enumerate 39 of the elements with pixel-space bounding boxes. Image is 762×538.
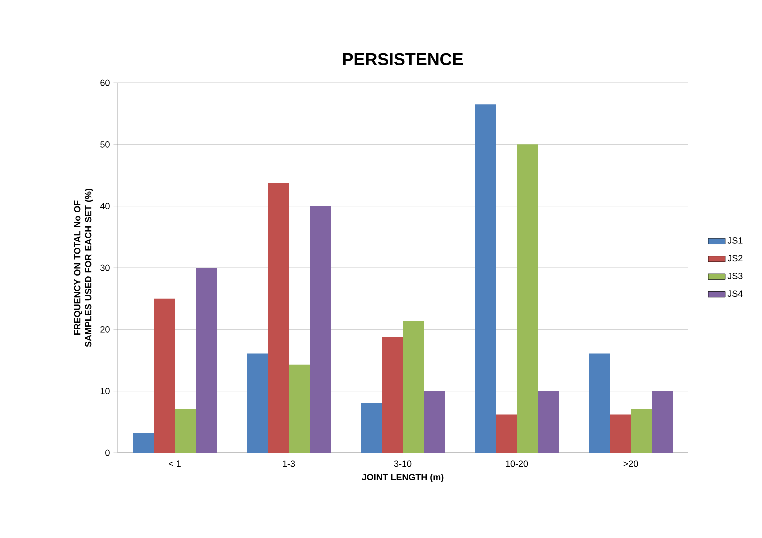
x-tick-label: 1-3	[283, 460, 296, 468]
bar	[175, 409, 196, 453]
bar	[403, 321, 424, 453]
bar	[382, 337, 404, 453]
bar	[496, 414, 518, 453]
x-tick-label: >20	[624, 460, 638, 468]
x-tick-label: 10-20	[506, 460, 528, 468]
bar	[361, 403, 382, 453]
y-tick-label: 20	[100, 326, 110, 333]
bar	[196, 268, 218, 453]
bar	[268, 184, 290, 453]
y-tick-label: 40	[100, 203, 110, 210]
y-tick-label: 30	[100, 264, 110, 272]
y-tick-label: 60	[100, 80, 110, 86]
legend-label: JS2	[728, 255, 743, 262]
y-tick-label: 10	[100, 388, 110, 395]
bar	[424, 391, 446, 453]
bar	[589, 354, 610, 453]
bar	[247, 354, 268, 453]
x-axis-title: JOINT LENGTH (m)	[362, 474, 444, 482]
bar	[133, 433, 154, 453]
x-tick-label: 3-10	[394, 460, 412, 468]
bar	[310, 206, 332, 453]
legend-label: JS4	[728, 290, 743, 298]
bar	[289, 364, 310, 453]
bar	[475, 104, 496, 453]
y-tick-label: 0	[106, 450, 110, 456]
bar	[652, 391, 674, 453]
x-tick-label: < 1	[169, 460, 181, 467]
bar	[517, 144, 538, 453]
y-tick-label: 50	[100, 141, 110, 148]
y-axis-title: FREQUENCY ON TOTAL No OF SAMPLES USED FOR EACH SET (%)	[74, 188, 94, 348]
bar	[631, 409, 652, 453]
legend-label: JS1	[728, 238, 743, 244]
bar	[538, 391, 560, 453]
legend-label: JS3	[728, 272, 743, 280]
bar	[154, 298, 175, 453]
chart-title: PERSISTENCE	[343, 53, 464, 66]
bar	[610, 414, 632, 453]
